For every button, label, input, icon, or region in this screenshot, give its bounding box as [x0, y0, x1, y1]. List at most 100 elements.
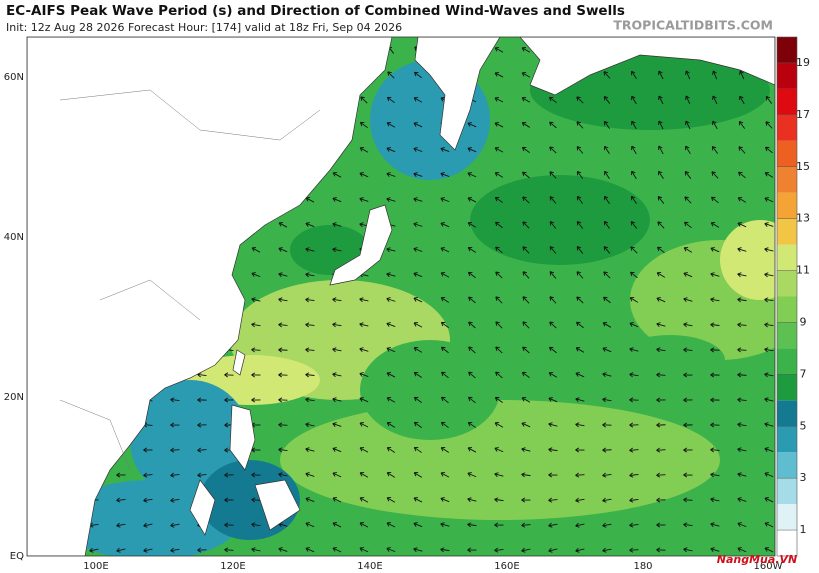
- direction-arrow: [305, 422, 315, 428]
- direction-arrow: [522, 321, 530, 329]
- direction-arrow: [764, 172, 774, 178]
- direction-arrow: [332, 447, 342, 453]
- direction-arrow: [386, 172, 396, 177]
- direction-arrow: [413, 247, 423, 252]
- direction-arrow: [549, 196, 557, 204]
- direction-arrow: [657, 246, 665, 254]
- direction-arrow: [440, 321, 449, 328]
- direction-arrow: [764, 447, 774, 452]
- direction-arrow: [332, 297, 342, 303]
- direction-arrow: [359, 447, 369, 453]
- direction-arrow: [739, 70, 745, 80]
- direction-arrow: [522, 246, 530, 254]
- direction-arrow: [683, 322, 693, 328]
- direction-arrow: [386, 422, 396, 428]
- direction-arrow: [710, 397, 720, 403]
- direction-arrow: [629, 547, 639, 553]
- direction-arrow: [413, 547, 423, 553]
- direction-arrow: [575, 347, 585, 353]
- direction-arrow: [764, 222, 774, 227]
- direction-arrow: [278, 472, 288, 478]
- direction-arrow: [656, 472, 666, 478]
- direction-arrow: [413, 396, 422, 403]
- direction-arrow: [413, 272, 423, 278]
- direction-arrow: [251, 397, 261, 403]
- direction-arrow: [765, 146, 773, 154]
- direction-arrow: [521, 422, 531, 428]
- direction-arrow: [630, 246, 638, 254]
- direction-arrow: [278, 247, 288, 253]
- direction-arrow: [116, 472, 126, 478]
- direction-arrow: [332, 372, 342, 378]
- direction-arrow: [575, 497, 585, 503]
- direction-arrow: [764, 197, 774, 203]
- direction-arrow: [658, 120, 664, 130]
- direction-arrow: [521, 47, 531, 53]
- direction-arrow: [360, 96, 368, 104]
- colorbar-segment: [777, 348, 797, 375]
- direction-arrow: [468, 296, 476, 304]
- direction-arrow: [631, 70, 637, 79]
- direction-arrow: [548, 346, 557, 354]
- direction-arrow: [278, 397, 288, 403]
- direction-arrow: [764, 247, 774, 253]
- direction-arrow: [305, 272, 315, 278]
- direction-arrow: [521, 497, 531, 503]
- land-kamchatka: [414, 37, 501, 151]
- direction-arrow: [683, 397, 693, 403]
- direction-arrow: [467, 122, 477, 128]
- direction-arrow: [332, 172, 342, 178]
- direction-arrow: [604, 170, 610, 180]
- direction-arrow: [656, 447, 666, 453]
- colorbar-tick-label: 3: [800, 471, 807, 484]
- direction-arrow: [440, 247, 450, 253]
- direction-arrow: [710, 222, 720, 228]
- direction-arrow: [656, 372, 666, 378]
- direction-arrow: [386, 96, 395, 104]
- direction-arrow: [359, 197, 369, 202]
- direction-arrow: [521, 472, 531, 478]
- direction-arrow: [170, 472, 180, 478]
- direction-arrow: [548, 96, 557, 104]
- colorbar-tick-label: 7: [800, 367, 807, 380]
- direction-arrow: [522, 346, 530, 354]
- direction-arrow: [603, 120, 610, 129]
- direction-arrow: [251, 497, 261, 503]
- direction-arrow: [386, 322, 396, 328]
- direction-arrow: [629, 297, 639, 303]
- direction-arrow: [548, 522, 558, 528]
- direction-arrow: [549, 321, 557, 329]
- direction-arrow: [494, 547, 504, 553]
- direction-arrow: [413, 421, 422, 429]
- direction-arrow: [467, 147, 477, 153]
- direction-arrow: [413, 322, 423, 328]
- direction-arrow: [575, 397, 585, 403]
- direction-arrow: [737, 297, 747, 303]
- direction-arrow: [602, 522, 612, 528]
- direction-arrow: [197, 447, 207, 453]
- direction-arrow: [224, 547, 234, 553]
- direction-arrow: [251, 247, 261, 253]
- direction-arrow: [602, 547, 612, 553]
- direction-arrow: [197, 422, 207, 428]
- direction-arrow: [386, 297, 396, 302]
- direction-arrow: [739, 95, 745, 105]
- direction-arrow: [413, 71, 422, 79]
- direction-arrow: [710, 347, 720, 353]
- direction-arrow: [576, 271, 584, 279]
- direction-arrow: [603, 296, 611, 304]
- period-region: [360, 340, 500, 440]
- direction-arrow: [521, 447, 531, 453]
- direction-arrow: [278, 447, 288, 453]
- direction-arrow: [548, 472, 558, 478]
- direction-arrow: [764, 397, 774, 403]
- direction-arrow: [576, 170, 584, 179]
- direction-arrow: [251, 272, 261, 278]
- direction-arrow: [711, 196, 719, 204]
- direction-arrow: [576, 220, 584, 229]
- direction-arrow: [656, 397, 666, 403]
- direction-arrow: [656, 497, 666, 503]
- direction-arrow: [305, 322, 315, 328]
- direction-arrow: [413, 372, 422, 378]
- direction-arrow: [278, 422, 288, 428]
